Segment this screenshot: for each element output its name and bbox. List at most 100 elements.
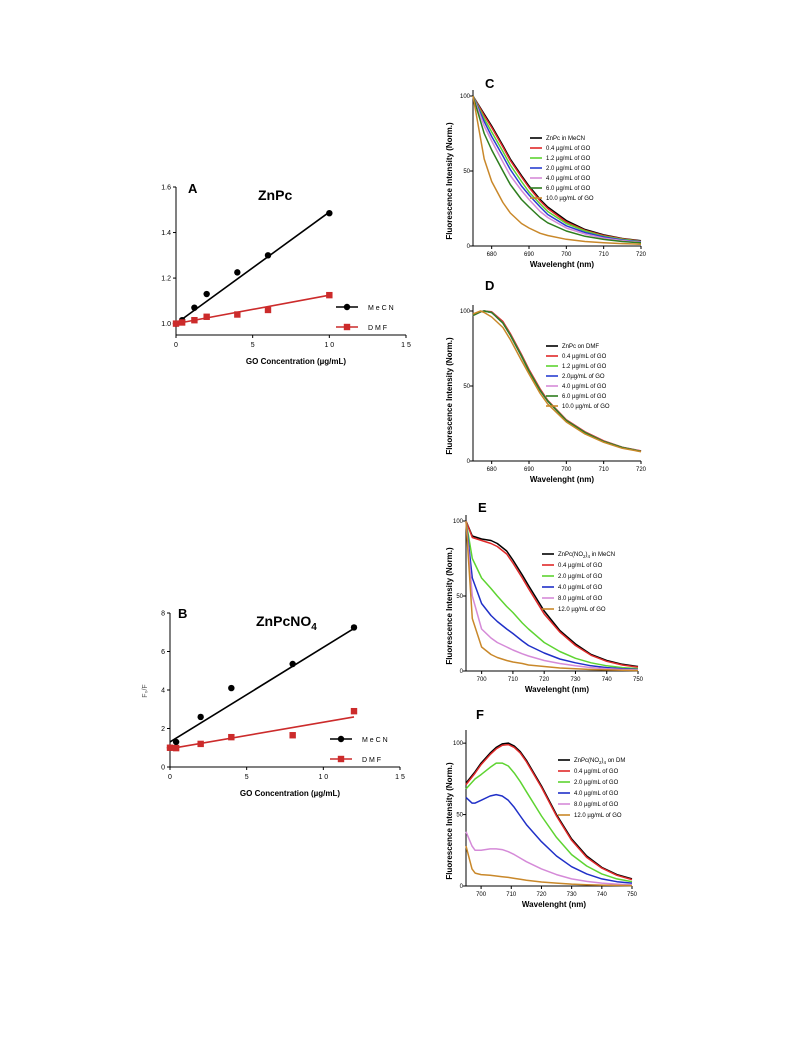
series-line-4 <box>465 831 633 886</box>
chart-panel-a: 1.0 1.2 1.4 1.6 0 5 1 0 1 5 A ZnPc GO Concentratio… <box>161 181 411 366</box>
series-line-0 <box>472 310 642 453</box>
legend-label-0: ZnPc(NO2)4 on DM <box>574 758 625 765</box>
legend-label-part: on DM <box>606 758 625 764</box>
x-tick-label: 0 <box>168 774 172 781</box>
y-tick-label: 100 <box>453 741 464 747</box>
y-axis-label: Fluorescence Intensity (Norm.) <box>445 762 454 880</box>
series-line-4 <box>465 520 639 671</box>
panel-label: D <box>485 278 494 293</box>
data-point-mecn <box>234 269 241 276</box>
legend-label-part: ) <box>602 758 604 764</box>
x-tick-label: 720 <box>636 467 647 473</box>
chart-panel-f: 0 50 100 700 710 720 730 740 750 F Wavelenght (nm)… <box>445 707 638 909</box>
legend-label-3: 2.0 µg/mL of GO <box>546 166 591 172</box>
x-tick-label: 730 <box>567 892 578 898</box>
panel-label: E <box>478 500 487 515</box>
y-axis-label: Fluorescence Intensity (Norm.) <box>445 337 454 455</box>
series-line-5 <box>472 95 642 244</box>
data-point-mecn <box>289 660 296 668</box>
x-axis-label: GO Concentration (µg/mL) <box>240 789 340 798</box>
series-line-2 <box>465 762 633 883</box>
legend-label-1: 0.4 µg/mL of GO <box>546 146 591 152</box>
x-tick-label: 710 <box>599 252 610 258</box>
legend-label-part: ZnPc(NO <box>574 758 599 764</box>
chart-panel-e: 0 50 100 700 710 720 730 740 750 E Wavelenght (nm)… <box>445 500 644 694</box>
panel-label: B <box>178 606 187 621</box>
legend-label-6: 10.0 µg/mL of GO <box>546 196 594 202</box>
data-point-dmf <box>350 707 358 715</box>
x-tick-label: 690 <box>524 252 535 258</box>
data-point-mecn <box>228 684 235 692</box>
x-axis-label: GO Concentration (µg/mL) <box>246 357 346 366</box>
legend-label-dmf: D M F <box>362 757 381 764</box>
x-tick-label: 730 <box>570 677 581 683</box>
chart-title-subscript: 4 <box>311 622 317 633</box>
y-tick-label: 1.4 <box>161 230 171 237</box>
series-line-3 <box>472 310 642 453</box>
series-line-1 <box>465 520 639 668</box>
data-point-dmf <box>234 311 241 318</box>
x-tick-label: 5 <box>251 342 255 349</box>
fit-line-dmf <box>175 294 330 325</box>
data-point-dmf <box>166 744 174 751</box>
series-line-5 <box>465 520 639 672</box>
y-tick-label: 100 <box>460 94 471 100</box>
y-axis-label: Fluorescence Intensity (Norm.) <box>445 547 454 665</box>
chart-title: ZnPcNO4 <box>256 613 317 633</box>
legend-label-4: 4.0 µg/mL of GO <box>546 176 591 182</box>
x-tick-label: 0 <box>174 342 178 349</box>
x-tick-label: 680 <box>487 252 498 258</box>
x-axis-label: Wavelenght (nm) <box>530 475 594 484</box>
legend-label-4: 4.0 µg/mL of GO <box>562 384 607 390</box>
x-tick-label: 740 <box>597 892 608 898</box>
legend-label-5: 6.0 µg/mL of GO <box>562 394 607 400</box>
y-tick-label: 1.2 <box>161 276 171 283</box>
legend-label-subscript: 4 <box>588 554 591 559</box>
x-tick-label: 1 0 <box>324 342 334 349</box>
x-tick-label: 740 <box>602 677 613 683</box>
x-tick-label: 5 <box>245 774 249 781</box>
legend-label-4: 8.0 µg/mL of GO <box>574 802 619 808</box>
y-tick-label: 0 <box>467 244 471 250</box>
x-tick-label: 720 <box>536 892 547 898</box>
legend-marker-mecn <box>337 735 345 743</box>
legend-label-3: 2.0µg/mL of GO <box>562 374 605 380</box>
legend-marker-mecn <box>343 303 351 311</box>
series-line-2 <box>465 520 639 670</box>
series-line-1 <box>472 310 642 452</box>
legend-marker-dmf <box>337 755 345 763</box>
series-line-0 <box>465 520 639 668</box>
x-tick-label: 1 0 <box>318 774 328 781</box>
series-line-3 <box>472 95 642 243</box>
y-tick-label: 100 <box>460 309 471 315</box>
series-line-2 <box>472 310 642 453</box>
x-axis-label: Wavelenght (nm) <box>522 900 586 909</box>
legend-label-5: 12.0 µg/mL of GO <box>574 813 622 819</box>
data-point-dmf <box>172 320 180 327</box>
legend-label-6: 10.0 µg/mL of GO <box>562 404 610 410</box>
y-tick-label: 2 <box>161 726 165 733</box>
data-point-dmf <box>178 319 186 326</box>
legend-label-2: 1.2 µg/mL of GO <box>546 156 591 162</box>
series-line-1 <box>472 95 642 242</box>
data-point-mecn <box>326 209 333 217</box>
series-line-5 <box>472 310 642 453</box>
series-line-3 <box>465 520 639 671</box>
y-tick-label: 50 <box>463 384 470 390</box>
data-point-dmf <box>191 317 198 324</box>
y-tick-label: 0 <box>460 884 464 890</box>
x-tick-label: 750 <box>633 677 644 683</box>
y-tick-label: 6 <box>161 649 165 656</box>
data-point-dmf <box>172 744 180 752</box>
series-line-6 <box>472 95 642 245</box>
legend-label-2: 1.2 µg/mL of GO <box>562 364 607 370</box>
y-tick-label: 1.0 <box>161 321 171 328</box>
x-tick-label: 750 <box>627 892 638 898</box>
fit-line-mecn <box>175 211 330 325</box>
chart-title: ZnPc <box>258 187 292 203</box>
y-tick-label: 0 <box>467 459 471 465</box>
x-axis-label: Wavelenght (nm) <box>530 260 594 269</box>
y-tick-label: 50 <box>456 594 463 600</box>
series-line-4 <box>472 95 642 244</box>
x-tick-label: 700 <box>561 252 572 258</box>
